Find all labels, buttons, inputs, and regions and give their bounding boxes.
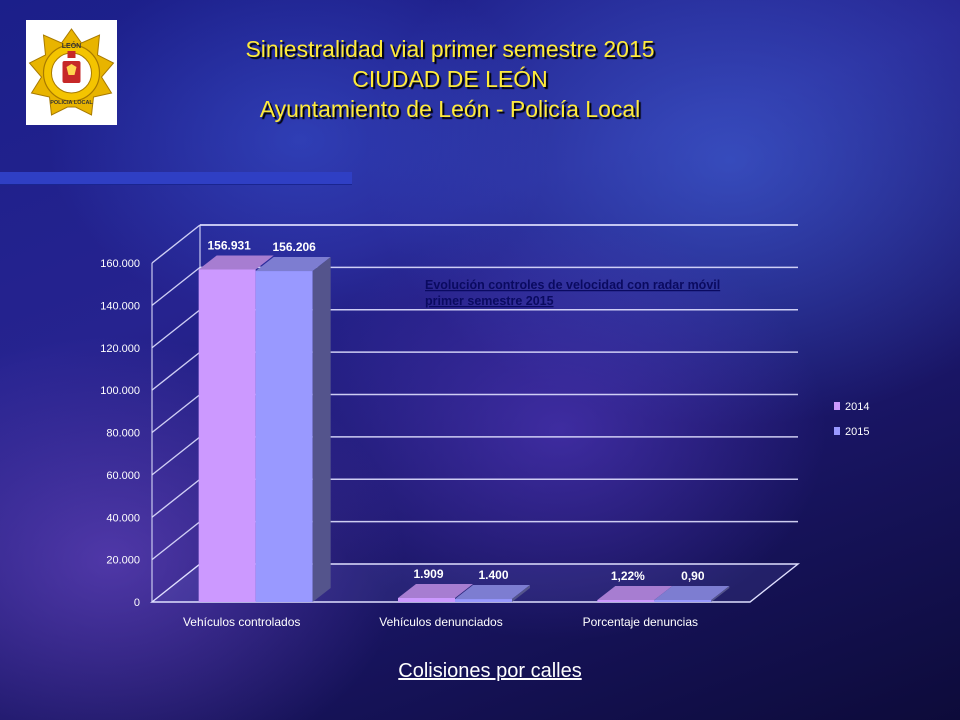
grid-line-diagonal (151, 436, 201, 476)
y-tick-label: 20.000 (106, 555, 140, 567)
legend-label-2014: 2014 (845, 401, 869, 413)
grid-line-diagonal (151, 224, 201, 264)
y-tick-label: 0 (134, 597, 140, 609)
bar-top-2015 (255, 257, 331, 272)
y-tick-label: 60.000 (106, 470, 140, 482)
legend-label-2015: 2015 (845, 426, 869, 438)
y-tick-label: 140.000 (100, 300, 140, 312)
legend-swatch-2015 (834, 427, 840, 435)
data-label-2014: 1,22% (611, 569, 645, 583)
data-label-2014: 1.909 (413, 567, 443, 581)
y-tick-label: 80.000 (106, 428, 140, 440)
bar-side-2015 (711, 586, 730, 602)
bar-front-2014 (198, 269, 256, 602)
bar-top-2014 (398, 583, 473, 598)
x-category-label: Vehículos denunciados (379, 615, 502, 629)
y-tick-label: 100.000 (100, 385, 140, 397)
bar-top-2014 (597, 586, 673, 600)
grid-line-diagonal (151, 351, 201, 391)
chart-annotation-line: Evolución controles de velocidad con rad… (425, 278, 720, 292)
grid-line-diagonal (151, 478, 201, 518)
y-tick-label: 120.000 (100, 343, 140, 355)
police-logo: LEÓN POLICIA LOCAL (26, 20, 117, 125)
logo-top-text: LEÓN (62, 41, 81, 50)
grid-line-diagonal (151, 309, 201, 349)
decorative-bar (0, 172, 352, 184)
grid-line-diagonal (151, 266, 201, 306)
data-label-2014: 156.931 (207, 239, 251, 253)
grid-line-diagonal (151, 393, 201, 434)
bar-front-2015 (654, 600, 712, 602)
data-label-2015: 0,90 (681, 569, 705, 583)
bar-side-2015 (312, 257, 331, 602)
y-tick-label: 160.000 (100, 258, 140, 270)
bar-top-2015 (455, 585, 530, 600)
x-category-label: Vehículos controlados (183, 615, 300, 629)
police-badge-icon: LEÓN POLICIA LOCAL (28, 28, 115, 116)
x-category-label: Porcentaje denuncias (583, 615, 698, 629)
bar-top-2015 (654, 586, 730, 600)
bar-front-2014 (398, 597, 455, 602)
bar-front-2015 (455, 599, 512, 602)
bar-front-2015 (255, 271, 313, 602)
title-line-1: Siniestralidad vial primer semestre 2015 (245, 36, 655, 62)
grid-line-diagonal (151, 521, 201, 561)
data-label-2015: 156.206 (272, 240, 316, 254)
slide-title: Siniestralidad vial primer semestre 2015… (150, 34, 750, 124)
logo-bottom-text: POLICIA LOCAL (50, 100, 93, 106)
colisiones-por-calles-link[interactable]: Colisiones por calles (398, 660, 582, 682)
y-tick-label: 40.000 (106, 512, 140, 524)
bar-top-2014 (198, 255, 274, 270)
legend-swatch-2014 (834, 402, 840, 410)
radar-speed-bar-chart: 0 20.000 40.000 60.000 80.000 100.000 120.000 1… (100, 224, 869, 629)
chart-annotation-line: primer semestre 2015 (425, 294, 554, 308)
bar-front-2014 (597, 600, 655, 602)
data-label-2015: 1.400 (478, 568, 508, 582)
title-line-3: Ayuntamiento de León - Policía Local (259, 96, 641, 122)
bar-side-2015 (512, 585, 530, 602)
title-line-2: CIUDAD DE LEÓN (352, 66, 548, 92)
